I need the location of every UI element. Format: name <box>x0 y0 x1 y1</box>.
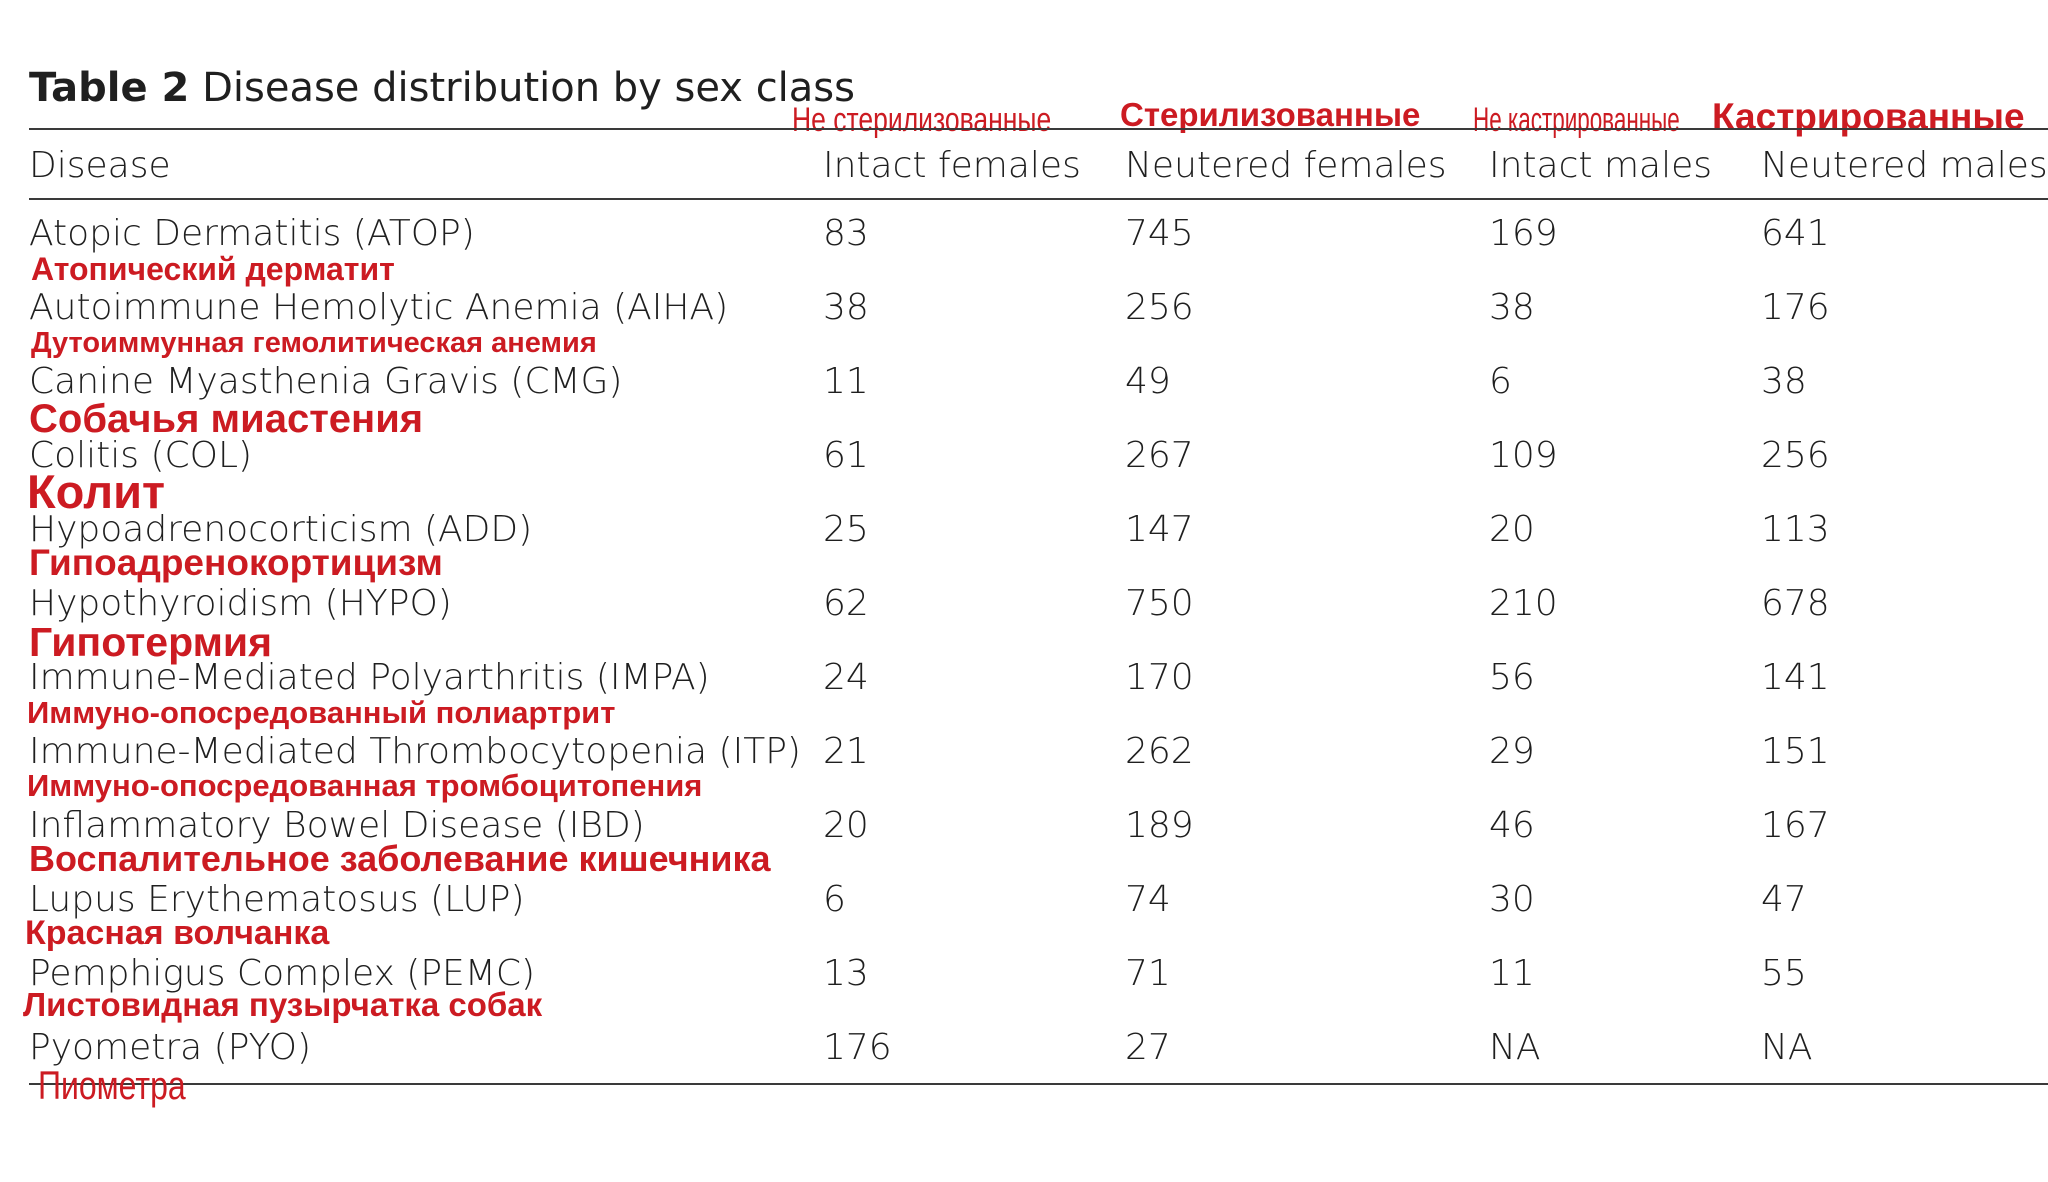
row-disease: Hypothyroidism (HYPO) <box>29 583 452 624</box>
row-value-neutered-males: 641 <box>1761 213 1830 254</box>
row-value-neutered-females: 49 <box>1125 361 1171 402</box>
row-value-intact-males: 38 <box>1489 287 1535 328</box>
column-header-disease: Disease <box>29 145 171 186</box>
row-value-neutered-females: 745 <box>1125 213 1194 254</box>
row-disease: Lupus Erythematosus (LUP) <box>29 879 525 920</box>
row-disease: Colitis (COL) <box>29 435 253 476</box>
row-value-intact-males: 29 <box>1489 731 1535 772</box>
row-annotation: Воспалительное заболевание кишечника <box>29 838 771 879</box>
row-value-neutered-males: 47 <box>1761 879 1807 920</box>
row-value-neutered-males: 55 <box>1761 953 1807 994</box>
table-caption: Disease distribution by sex class <box>202 65 855 111</box>
row-value-intact-females: 21 <box>823 731 869 772</box>
row-value-neutered-males: 678 <box>1761 583 1830 624</box>
row-annotation: Листовидная пузырчатка собак <box>23 986 543 1023</box>
row-value-neutered-females: 170 <box>1125 657 1194 698</box>
row-disease: Immune-Mediated Polyarthritis (IMPA) <box>29 657 710 698</box>
row-value-intact-males: 30 <box>1489 879 1535 920</box>
row-value-intact-females: 62 <box>823 583 869 624</box>
row-value-intact-males: 46 <box>1489 805 1535 846</box>
header-rule <box>29 198 2048 200</box>
row-value-neutered-females: 256 <box>1125 287 1194 328</box>
row-value-neutered-females: 189 <box>1125 805 1194 846</box>
row-annotation: Колит <box>27 465 165 518</box>
row-disease: Pyometra (PYO) <box>29 1027 312 1068</box>
row-value-intact-males: 11 <box>1489 953 1535 994</box>
row-disease: Autoimmune Hemolytic Anemia (AIHA) <box>29 287 729 328</box>
row-value-intact-females: 83 <box>823 213 869 254</box>
column-header-intact-females: Intact females <box>823 145 1081 186</box>
row-value-neutered-females: 262 <box>1125 731 1194 772</box>
row-value-intact-females: 176 <box>823 1027 892 1068</box>
row-annotation: Атопический дерматит <box>31 251 395 287</box>
row-disease: Atopic Dermatitis (ATOP) <box>29 213 475 254</box>
row-value-intact-males: 20 <box>1489 509 1535 550</box>
row-disease: Hypoadrenocorticism (ADD) <box>29 509 533 550</box>
row-annotation: Красная волчанка <box>25 914 330 952</box>
row-value-intact-females: 20 <box>823 805 869 846</box>
row-value-neutered-females: 750 <box>1125 583 1194 624</box>
table-label: Table 2 <box>29 65 190 111</box>
row-value-neutered-females: 147 <box>1125 509 1194 550</box>
row-value-neutered-males: 151 <box>1761 731 1830 772</box>
header-annotation-intact-females: Не стерилизованные <box>792 101 1052 139</box>
row-value-neutered-males: 256 <box>1761 435 1830 476</box>
row-value-intact-males: 109 <box>1489 435 1558 476</box>
row-value-intact-males: NA <box>1489 1027 1541 1068</box>
row-value-intact-females: 11 <box>823 361 869 402</box>
column-header-intact-males: Intact males <box>1489 145 1712 186</box>
header-annotation-intact-males: Не кастрированные <box>1473 101 1680 139</box>
row-value-intact-females: 24 <box>823 657 869 698</box>
header-annotation-neutered-females: Стерилизованные <box>1120 96 1421 133</box>
row-value-neutered-females: 27 <box>1125 1027 1171 1068</box>
row-value-intact-females: 61 <box>823 435 869 476</box>
row-value-intact-males: 6 <box>1489 361 1512 402</box>
column-header-neutered-males: Neutered males <box>1761 145 2048 186</box>
row-value-intact-females: 13 <box>823 953 869 994</box>
row-disease: Canine Myasthenia Gravis (CMG) <box>29 361 623 402</box>
row-value-neutered-males: NA <box>1761 1027 1813 1068</box>
row-value-neutered-males: 141 <box>1761 657 1830 698</box>
row-value-intact-females: 6 <box>823 879 846 920</box>
row-disease: Pemphigus Complex (PEMC) <box>29 953 536 994</box>
row-value-neutered-males: 176 <box>1761 287 1830 328</box>
row-value-intact-males: 169 <box>1489 213 1558 254</box>
row-value-neutered-males: 167 <box>1761 805 1830 846</box>
row-annotation: Иммуно-опосредованная тромбоцитопения <box>27 768 703 803</box>
top-rule <box>29 128 2048 130</box>
row-value-intact-females: 38 <box>823 287 869 328</box>
row-disease: Inflammatory Bowel Disease (IBD) <box>29 805 645 846</box>
row-annotation: Иммуно-опосредованный полиартрит <box>27 695 616 730</box>
row-value-intact-males: 56 <box>1489 657 1535 698</box>
row-value-intact-females: 25 <box>823 509 869 550</box>
row-value-neutered-females: 267 <box>1125 435 1194 476</box>
row-value-neutered-females: 74 <box>1125 879 1171 920</box>
row-annotation: Собачья миастения <box>29 397 424 441</box>
row-value-neutered-males: 113 <box>1761 509 1830 550</box>
column-header-neutered-females: Neutered females <box>1125 145 1447 186</box>
row-annotation: Пиометра <box>38 1064 186 1108</box>
row-disease: Immune-Mediated Thrombocytopenia (ITP) <box>29 731 801 772</box>
row-annotation: Гипоадренокортицизм <box>29 542 443 583</box>
row-annotation: Гипотермия <box>29 619 273 665</box>
row-value-neutered-females: 71 <box>1125 953 1171 994</box>
table-title: Table 2 Disease distribution by sex clas… <box>29 68 855 108</box>
row-value-neutered-males: 38 <box>1761 361 1807 402</box>
row-value-intact-males: 210 <box>1489 583 1558 624</box>
bottom-rule <box>29 1083 2048 1085</box>
row-annotation: Дутоиммунная гемолитическая анемия <box>31 327 597 359</box>
